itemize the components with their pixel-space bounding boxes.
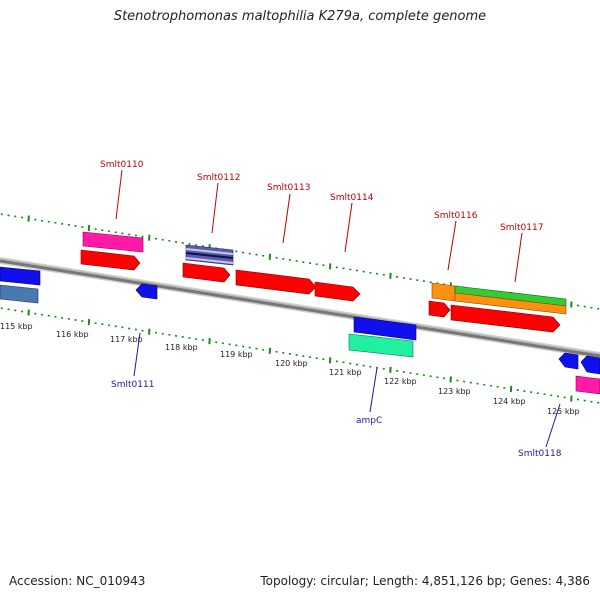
page-title: Stenotrophomonas maltophilia K279a, comp… xyxy=(113,9,487,24)
gene-label-smlt0112[interactable]: Smlt0112 xyxy=(197,173,240,183)
accession-text: Accession: NC_010943 xyxy=(9,574,146,588)
gene-feature-smlt0116[interactable] xyxy=(431,282,456,302)
kbp-label: 115 kbp xyxy=(0,322,33,331)
gene-label-ampc[interactable]: ampC xyxy=(356,416,382,426)
kbp-label: 117 kbp xyxy=(110,335,143,344)
gene-label-smlt0110[interactable]: Smlt0110 xyxy=(100,160,144,170)
gene-label-smlt0116[interactable]: Smlt0116 xyxy=(434,211,478,221)
kbp-label: 118 kbp xyxy=(165,343,198,352)
kbp-label: 124 kbp xyxy=(493,397,526,406)
gene-feature[interactable] xyxy=(182,262,231,283)
gene-feature[interactable] xyxy=(450,304,561,333)
gene-label-smlt0118[interactable]: Smlt0118 xyxy=(518,449,562,459)
gene-feature-smlt0113[interactable] xyxy=(235,269,317,295)
kbp-label: 119 kbp xyxy=(220,350,253,359)
kbp-label: 120 kbp xyxy=(275,359,308,368)
gene-labels: Smlt0110 Smlt0111 Smlt0112 Smlt0113 Smlt… xyxy=(100,160,562,459)
kbp-label: 121 kbp xyxy=(329,368,362,377)
genome-backbone xyxy=(0,257,600,359)
gene-feature[interactable] xyxy=(558,352,579,370)
gene-feature-smlt0110[interactable] xyxy=(82,231,144,253)
gene-feature-smlt0114[interactable] xyxy=(314,281,361,302)
tick-track-lower xyxy=(0,307,600,404)
gene-label-smlt0117[interactable]: Smlt0117 xyxy=(500,223,543,233)
gene-feature-ampc[interactable] xyxy=(348,333,414,358)
gene-feature[interactable] xyxy=(428,300,451,318)
genome-summary-text: Topology: circular; Length: 4,851,126 bp… xyxy=(260,574,590,588)
gene-label-leaders xyxy=(115,169,561,448)
kbp-label: 123 kbp xyxy=(438,387,471,396)
kbp-scale: 115 kbp 116 kbp 117 kbp 118 kbp 119 kbp … xyxy=(0,322,580,416)
gene-feature-smlt0111[interactable] xyxy=(135,283,158,300)
gene-feature[interactable] xyxy=(0,266,41,286)
gene-feature[interactable] xyxy=(80,249,141,271)
kbp-label: 125 kbp xyxy=(547,407,580,416)
gene-feature-smlt0118[interactable] xyxy=(575,375,600,395)
kbp-label: 122 kbp xyxy=(384,377,417,386)
gene-feature[interactable] xyxy=(0,284,39,304)
gene-features[interactable] xyxy=(0,231,600,395)
gene-label-smlt0113[interactable]: Smlt0113 xyxy=(267,183,310,193)
gene-feature[interactable] xyxy=(454,292,567,315)
gene-label-smlt0114[interactable]: Smlt0114 xyxy=(330,193,374,203)
gene-feature[interactable] xyxy=(580,355,600,375)
kbp-label: 116 kbp xyxy=(56,330,89,339)
gene-label-smlt0111[interactable]: Smlt0111 xyxy=(111,380,154,390)
gene-feature[interactable] xyxy=(353,316,417,341)
